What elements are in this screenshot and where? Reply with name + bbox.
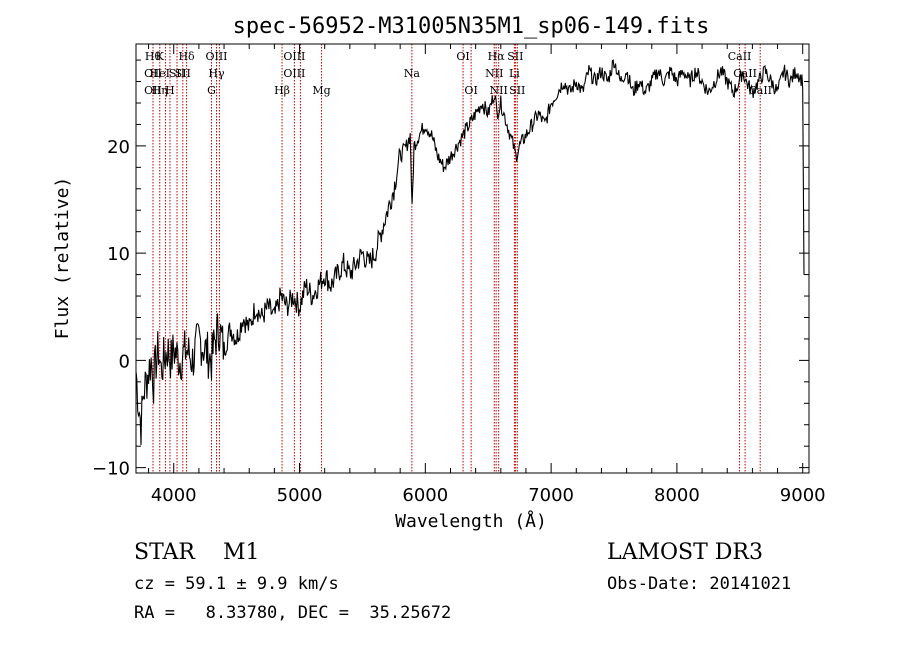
line-marker-label: OII [144, 67, 162, 80]
line-marker-labels: HθOIIOIIKHeIHηHSIISIIHδGOIIIHγHβOIIIOIII… [144, 50, 772, 97]
y-tick-label: 0 [119, 351, 130, 372]
y-tick-label: −10 [92, 459, 130, 480]
line-marker-label: NII [490, 84, 508, 97]
line-marker-label: Hα [488, 50, 506, 63]
line-marker-label: K [156, 50, 165, 63]
line-marker-label: SII [507, 50, 523, 63]
line-marker-label: Hδ [178, 50, 195, 63]
plot-frame [135, 43, 810, 474]
line-marker-label: Na [404, 67, 421, 80]
line-marker-label: OIII [283, 50, 305, 63]
chart-title: spec-56952-M31005N35M1_sp06-149.fits [233, 14, 710, 39]
line-marker-label: HeI [150, 67, 170, 80]
survey-label: LAMOST DR3 [607, 540, 763, 565]
line-marker-label: Hγ [208, 67, 225, 80]
line-marker-label: Hη [152, 84, 168, 97]
line-marker-label: CaII [728, 50, 752, 63]
line-marker-label: H [165, 84, 175, 97]
line-marker-label: G [207, 84, 216, 97]
x-axis-label: Wavelength (Å) [395, 510, 547, 532]
spectrum-line [135, 59, 805, 446]
line-marker-label: SII [169, 67, 185, 80]
x-tick-label: 4000 [151, 485, 197, 506]
line-marker-label: OIII [283, 67, 305, 80]
x-tick-label: 9000 [780, 485, 826, 506]
line-marker-label: OII [144, 84, 162, 97]
object-class: STAR M1 [134, 540, 260, 565]
line-marker-label: OI [456, 50, 469, 63]
coordinates: RA = 8.33780, DEC = 35.25672 [134, 603, 452, 623]
y-axis-ticks: −10 0 10 20 [92, 59, 809, 480]
obs-date: Obs-Date: 20141021 [607, 574, 792, 594]
line-marker-label: OI [464, 84, 477, 97]
y-tick-label: 20 [107, 137, 130, 158]
line-marker-label: SII [509, 84, 525, 97]
x-tick-label: 6000 [402, 485, 448, 506]
line-marker-label: NII [485, 67, 503, 80]
line-markers [152, 44, 761, 473]
y-axis-label: Flux (relative) [52, 177, 73, 340]
line-marker-label: CaII [733, 67, 757, 80]
x-tick-label: 5000 [277, 485, 323, 506]
line-marker-label: SII [175, 67, 191, 80]
y-tick-label: 10 [107, 244, 130, 265]
line-marker-label: OIII [205, 50, 227, 63]
x-axis-ticks: 4000 5000 6000 7000 8000 9000 [148, 44, 826, 506]
x-tick-label: 8000 [654, 485, 700, 506]
redshift-info: cz = 59.1 ± 9.9 km/s [134, 574, 339, 594]
line-marker-label: Hθ [145, 50, 162, 63]
line-marker-label: Hβ [274, 84, 290, 97]
x-tick-label: 7000 [528, 485, 574, 506]
line-marker-label: Mg [312, 84, 330, 97]
line-marker-label: Li [509, 67, 520, 80]
